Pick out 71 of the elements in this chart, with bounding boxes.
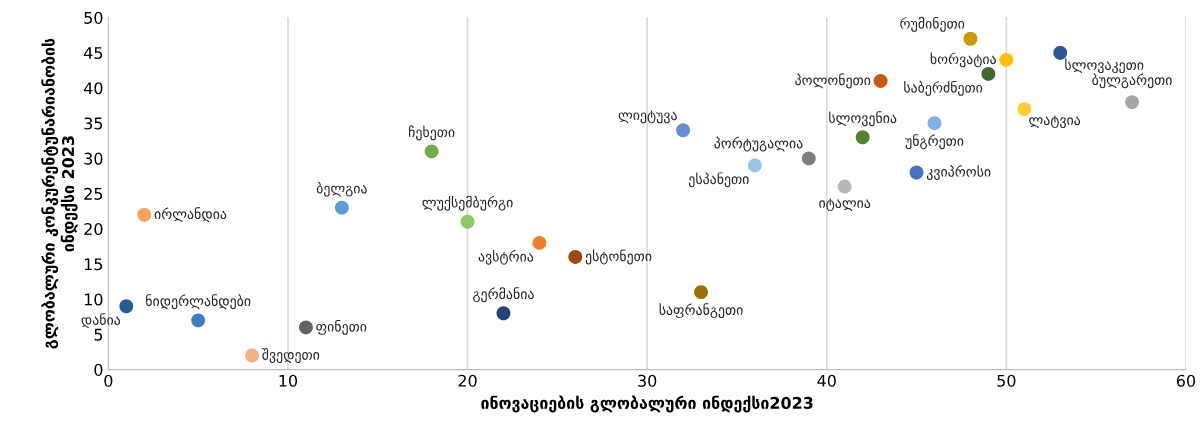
point: [245, 348, 259, 363]
y-tick-label: 5: [94, 328, 103, 341]
x-axis-title: ინოვაციების გლობალური ინდექსი2023: [481, 395, 813, 413]
series-label: საბერძნეთი: [904, 80, 983, 96]
series-label: ავსტრია: [478, 249, 534, 265]
series-label: დანია: [81, 313, 121, 328]
x-tick-label: 60: [1176, 374, 1196, 387]
point: [909, 165, 924, 180]
point: [694, 285, 708, 300]
series-label: ლატვია: [1029, 115, 1081, 129]
series-label: კვიპროსი: [926, 165, 991, 180]
y-tick-label: 20: [84, 223, 103, 236]
point: [298, 320, 313, 335]
point: [119, 299, 134, 314]
y-tick-label: 50: [84, 11, 103, 24]
y-tick-label: 30: [84, 152, 103, 165]
x-tick-label: 40: [817, 374, 836, 387]
series-label: ლუქსემბურგი: [422, 195, 513, 211]
x-tick-label: 30: [638, 374, 657, 387]
point: [747, 158, 762, 173]
point: [676, 123, 691, 138]
point: [1053, 45, 1068, 60]
series-label: სლოვაკეთი: [1065, 58, 1144, 74]
point: [568, 250, 583, 264]
point: [191, 313, 206, 328]
series-label: იტალია: [819, 198, 871, 212]
point: [460, 214, 475, 229]
point: [1125, 95, 1140, 110]
y-tick-label: 35: [84, 117, 103, 130]
series-label: ბულგარეთი: [1092, 73, 1172, 89]
series-label: პორტუგალია: [714, 136, 803, 152]
series-label: სლოვენია: [829, 111, 897, 127]
point: [334, 200, 349, 215]
point: [963, 31, 978, 46]
series-label: ესტონეთი: [585, 249, 652, 265]
y-tick-label: 10: [84, 293, 103, 306]
y-tick-label: 25: [84, 187, 103, 200]
series-label: ჩეხეთი: [409, 125, 455, 141]
point: [927, 116, 942, 131]
series-label: შვედეთი: [262, 348, 320, 363]
point: [837, 179, 852, 194]
point: [801, 151, 816, 166]
series-label: უნგრეთი: [905, 134, 964, 150]
series-label: ფინეთი: [316, 319, 367, 335]
series-label: ხორვატია: [930, 52, 996, 68]
x-tick-label: 10: [279, 374, 298, 387]
series-label: გერმანია: [473, 287, 534, 303]
point: [999, 52, 1014, 67]
point: [424, 144, 439, 159]
point: [873, 74, 888, 88]
series-label: საფრანგეთი: [659, 303, 743, 319]
y-tick-label: 15: [84, 258, 103, 271]
y-tick-label: 40: [83, 82, 103, 95]
y-tick-label: 0: [94, 363, 103, 376]
series-label: პოლონეთი: [795, 73, 871, 89]
x-tick-label: 0: [104, 374, 113, 387]
series-label: რუმინეთი: [900, 16, 965, 32]
point: [532, 235, 547, 250]
point: [496, 306, 511, 321]
series-label: ნიდერლანდები: [146, 294, 251, 310]
x-tick-label: 20: [458, 374, 477, 387]
series-label: ბელგია: [316, 181, 367, 197]
x-tick-label: 50: [997, 374, 1016, 387]
series-label: ესპანეთი: [688, 172, 749, 188]
y-axis-title: გლობალური კონკურენტუნარიანობის ინდექსი 2023: [41, 38, 78, 349]
series-label: ირლანდია: [154, 207, 227, 223]
point: [855, 130, 870, 145]
y-tick-label: 45: [83, 47, 103, 60]
series-label: ლიეტუვა: [618, 110, 677, 124]
point: [137, 207, 152, 222]
point: [1017, 102, 1032, 117]
